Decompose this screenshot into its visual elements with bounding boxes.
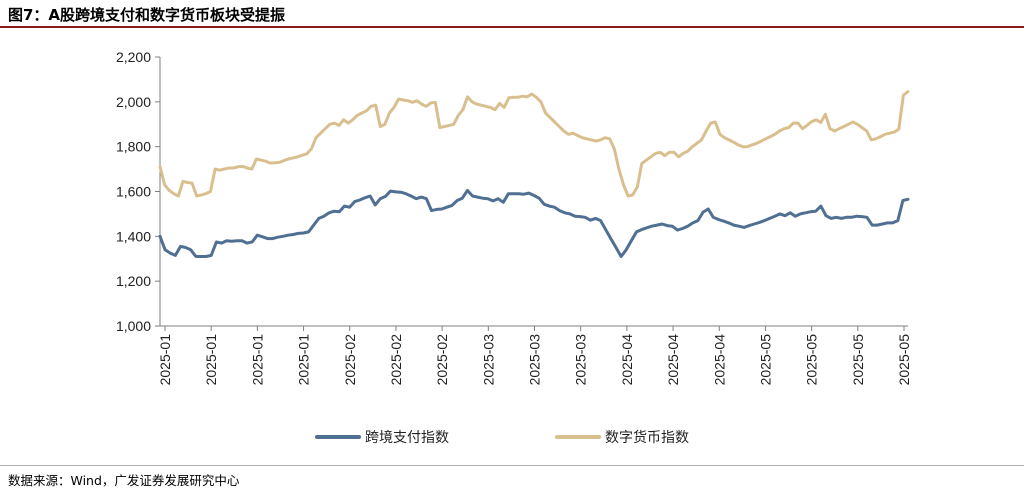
x-tick-label: 2025-04 bbox=[665, 334, 681, 386]
data-source-note: 数据来源：Wind，广发证券发展研究中心 bbox=[8, 473, 240, 488]
series-layer bbox=[158, 90, 910, 258]
legend-label-1: 跨境支付指数 bbox=[365, 430, 449, 446]
x-tick-label: 2025-02 bbox=[434, 334, 450, 386]
legend-label-2: 数字货币指数 bbox=[605, 429, 689, 446]
series-line-1 bbox=[158, 188, 910, 258]
x-tick-label: 2025-01 bbox=[157, 334, 173, 386]
x-tick-label: 2025-01 bbox=[203, 334, 219, 386]
y-tick-label: 2,200 bbox=[116, 49, 151, 65]
x-tick-label: 2025-03 bbox=[527, 334, 543, 386]
y-tick-label: 1,600 bbox=[116, 184, 151, 200]
x-tick-label: 2025-04 bbox=[711, 334, 727, 386]
line-chart: 1,000 1,200 1,400 1,600 1,800 2,000 2,200 2025-… bbox=[116, 49, 912, 446]
y-tick-label: 1,400 bbox=[116, 228, 151, 244]
x-tick-label: 2025-04 bbox=[619, 334, 635, 386]
x-tick-label: 2025-05 bbox=[896, 334, 912, 386]
y-tick-label: 1,800 bbox=[116, 139, 151, 155]
x-tick-label: 2025-01 bbox=[249, 334, 265, 386]
x-tick-label: 2025-03 bbox=[573, 334, 589, 386]
footer-divider bbox=[0, 465, 1024, 466]
series-line-2 bbox=[158, 90, 910, 198]
x-tick-label: 2025-01 bbox=[296, 334, 312, 386]
x-tick-label: 2025-02 bbox=[342, 334, 358, 386]
x-tick-label: 2025-03 bbox=[480, 334, 496, 386]
y-tick-label: 1,000 bbox=[116, 318, 151, 334]
x-tick-label: 2025-05 bbox=[757, 334, 773, 386]
x-tick-label: 2025-02 bbox=[388, 334, 404, 386]
y-tick-label: 1,200 bbox=[116, 273, 151, 289]
y-tick-label: 2,000 bbox=[116, 94, 151, 110]
x-tick-label: 2025-05 bbox=[804, 334, 820, 386]
chart-title: 图7：A股跨境支付和数字货币板块受提振 bbox=[8, 6, 286, 24]
x-tick-label: 2025-05 bbox=[850, 334, 866, 386]
chart-axes: 1,000 1,200 1,400 1,600 1,800 2,000 2,200 2025-… bbox=[116, 49, 912, 385]
title-divider bbox=[0, 26, 1024, 28]
chart-legend: 跨境支付指数 数字货币指数 bbox=[315, 429, 689, 446]
